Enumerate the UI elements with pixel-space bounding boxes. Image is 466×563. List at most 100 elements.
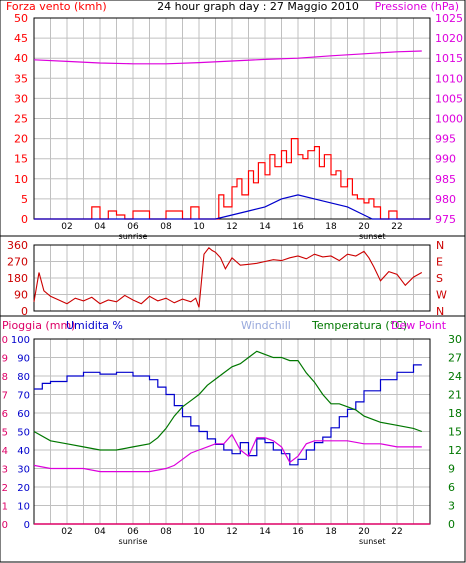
p3-x-tick-label: 22 xyxy=(391,527,402,537)
p3-sunset-label: sunset xyxy=(359,537,386,546)
rain-tick: 7 xyxy=(2,391,8,402)
wind-speed-tick: 5 xyxy=(21,193,28,206)
rain-tick: 0 xyxy=(2,520,8,531)
temperature-tick: 6 xyxy=(448,481,455,494)
wind-speed-line xyxy=(34,138,430,220)
p3-x-tick-label: 08 xyxy=(160,527,172,537)
p1-x-tick-label: 06 xyxy=(127,222,139,232)
rain-tick: 4 xyxy=(2,446,8,457)
humidity-tick: 10 xyxy=(17,502,30,513)
humidity-line xyxy=(34,364,422,466)
rain-tick: 6 xyxy=(2,409,8,420)
windchill-label: Windchill xyxy=(241,319,291,332)
rain-tick: 2 xyxy=(2,483,8,494)
p1-x-tick-label: 20 xyxy=(358,222,370,232)
temperature-tick: 15 xyxy=(448,426,462,439)
p1-x-tick-label: 18 xyxy=(325,222,337,232)
pressure-tick: 980 xyxy=(435,193,456,206)
humidity-tick: 100 xyxy=(11,335,30,346)
compass-tick: E xyxy=(436,256,443,269)
temperature-tick: 9 xyxy=(448,463,455,476)
compass-tick: N xyxy=(436,239,444,252)
rain-tick: 10 xyxy=(0,335,8,346)
wind-direction-line xyxy=(33,247,423,308)
p1-x-tick-label: 14 xyxy=(259,222,271,232)
p3-sunrise-label: sunrise xyxy=(119,537,148,546)
compass-tick: N xyxy=(436,305,444,318)
dewpoint-label: Dew Point xyxy=(391,319,447,332)
humidity-tick: 70 xyxy=(17,391,30,402)
p1-x-tick-label: 08 xyxy=(160,222,172,232)
temperature-label: Temperatura (°C) xyxy=(311,319,407,332)
p3-x-tick-label: 10 xyxy=(193,527,205,537)
rain-tick: 5 xyxy=(2,428,8,439)
temperature-tick: 24 xyxy=(448,370,462,383)
p1-x-tick-label: 04 xyxy=(94,222,106,232)
wind-speed-tick: 35 xyxy=(14,72,28,85)
humidity-label: Umidita % xyxy=(66,319,123,332)
humidity-tick: 90 xyxy=(17,354,30,365)
wind-speed-tick: 50 xyxy=(14,12,28,25)
humidity-tick: 80 xyxy=(17,372,30,383)
p3-x-tick-label: 20 xyxy=(358,527,370,537)
humidity-tick: 40 xyxy=(17,446,30,457)
humidity-tick: 60 xyxy=(17,409,30,420)
pressure-tick: 975 xyxy=(435,213,456,226)
wind-speed-tick: 15 xyxy=(14,153,28,166)
wind-speed-tick: 0 xyxy=(21,213,28,226)
pressure-tick: 1005 xyxy=(435,92,463,105)
temperature-tick: 21 xyxy=(448,389,462,402)
pressure-tick: 990 xyxy=(435,153,456,166)
p3-x-tick-label: 02 xyxy=(61,527,72,537)
p2-plot-frame xyxy=(33,244,431,312)
pressure-tick: 1010 xyxy=(435,72,463,85)
chart-title: 24 hour graph day : 27 Maggio 2010 xyxy=(157,0,359,13)
wind-speed-tick: 45 xyxy=(14,32,28,45)
pressure-tick: 985 xyxy=(435,173,456,186)
wind-speed-tick: 40 xyxy=(14,52,28,65)
p1-sunrise-label: sunrise xyxy=(119,232,148,241)
pressure-tick: 1000 xyxy=(435,113,463,126)
dewpoint-line xyxy=(33,433,422,473)
humidity-tick: 50 xyxy=(17,428,30,439)
temperature-tick: 0 xyxy=(448,518,455,531)
wind-direction-tick: 360 xyxy=(7,239,28,252)
p3-x-tick-label: 16 xyxy=(292,527,304,537)
p1-x-tick-label: 10 xyxy=(193,222,205,232)
p1-sunset-label: sunset xyxy=(359,232,386,241)
wind-direction-tick: 0 xyxy=(21,305,28,318)
p3-x-tick-label: 14 xyxy=(259,527,271,537)
pressure-tick: 995 xyxy=(435,133,456,146)
p1-x-tick-label: 16 xyxy=(292,222,304,232)
wind-speed-label: Forza vento (kmh) xyxy=(6,0,107,13)
compass-tick: S xyxy=(436,272,443,285)
p1-x-tick-label: 22 xyxy=(391,222,402,232)
wind-speed-tick: 20 xyxy=(14,133,28,146)
compass-tick: W xyxy=(436,289,447,302)
pressure-label: Pressione (hPa) xyxy=(375,0,459,13)
humidity-tick: 30 xyxy=(17,465,30,476)
temperature-tick: 12 xyxy=(448,444,462,457)
wind-speed-tick: 25 xyxy=(14,113,28,126)
rain-label: Pioggia (mm) xyxy=(2,319,75,332)
temperature-line xyxy=(33,350,423,451)
p1-x-tick-label: 12 xyxy=(226,222,237,232)
wind-direction-tick: 90 xyxy=(14,289,28,302)
temperature-tick: 27 xyxy=(448,352,462,365)
wind-direction-tick: 270 xyxy=(7,256,28,269)
wind-direction-tick: 180 xyxy=(7,272,28,285)
rain-tick: 1 xyxy=(2,502,8,513)
pressure-tick: 1025 xyxy=(435,12,463,25)
temperature-tick: 3 xyxy=(448,500,455,513)
p1-x-tick-label: 02 xyxy=(61,222,72,232)
p3-x-tick-label: 12 xyxy=(226,527,237,537)
p3-x-tick-label: 06 xyxy=(127,527,139,537)
p1-plot-frame xyxy=(33,17,431,220)
p3-x-tick-label: 18 xyxy=(325,527,337,537)
humidity-tick: 20 xyxy=(17,483,30,494)
pressure-line xyxy=(33,50,422,65)
